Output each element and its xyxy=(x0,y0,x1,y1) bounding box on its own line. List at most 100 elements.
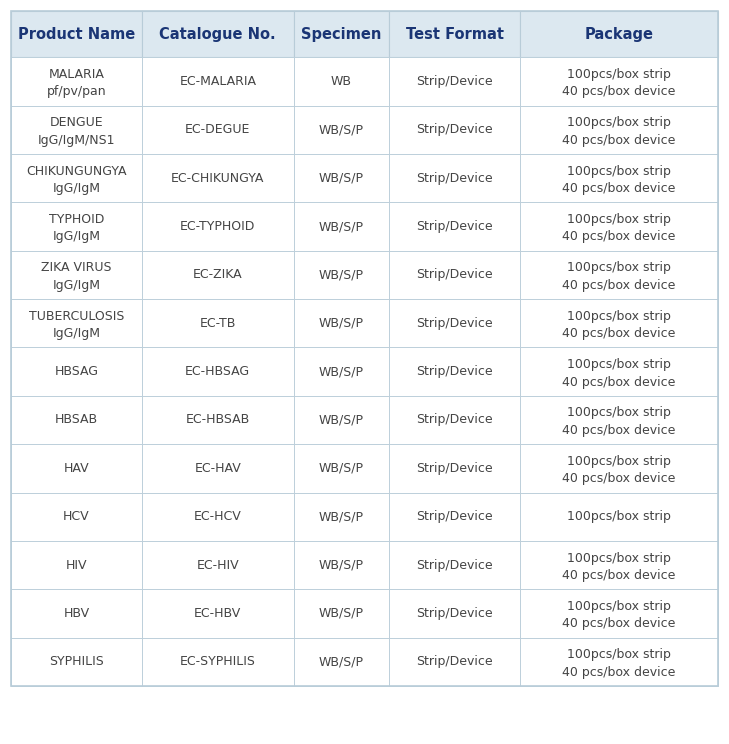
Bar xyxy=(11,396,141,444)
Bar xyxy=(294,589,389,638)
Bar xyxy=(520,347,718,396)
Text: IgG/IgM: IgG/IgM xyxy=(52,182,101,195)
Text: EC-HCV: EC-HCV xyxy=(194,510,241,523)
Bar xyxy=(294,106,389,154)
Text: Product Name: Product Name xyxy=(17,27,135,42)
Bar xyxy=(11,589,141,638)
Text: Strip/Device: Strip/Device xyxy=(416,317,493,330)
Text: WB/S/P: WB/S/P xyxy=(319,414,364,426)
Text: SYPHILIS: SYPHILIS xyxy=(49,655,104,668)
Text: 40 pcs/box device: 40 pcs/box device xyxy=(562,569,676,582)
Text: EC-MALARIA: EC-MALARIA xyxy=(179,75,257,88)
Bar xyxy=(389,396,520,444)
Bar xyxy=(520,638,718,686)
Text: 40 pcs/box device: 40 pcs/box device xyxy=(562,327,676,340)
Bar xyxy=(520,444,718,493)
Text: 100pcs/box strip: 100pcs/box strip xyxy=(567,68,671,81)
Text: WB/S/P: WB/S/P xyxy=(319,559,364,571)
Bar xyxy=(141,638,294,686)
Bar xyxy=(294,251,389,299)
Bar xyxy=(389,11,520,57)
Bar xyxy=(520,589,718,638)
Text: HCV: HCV xyxy=(63,510,90,523)
Bar xyxy=(11,106,141,154)
Bar xyxy=(389,541,520,589)
Bar xyxy=(389,202,520,251)
Bar xyxy=(11,154,141,202)
Bar xyxy=(141,589,294,638)
Bar xyxy=(11,493,141,541)
Text: Strip/Device: Strip/Device xyxy=(416,172,493,185)
Bar xyxy=(141,11,294,57)
Text: 100pcs/box strip: 100pcs/box strip xyxy=(567,510,671,523)
Text: 100pcs/box strip: 100pcs/box strip xyxy=(567,648,671,661)
Bar xyxy=(520,493,718,541)
Text: Strip/Device: Strip/Device xyxy=(416,365,493,378)
Text: Strip/Device: Strip/Device xyxy=(416,559,493,571)
Text: WB/S/P: WB/S/P xyxy=(319,365,364,378)
Bar xyxy=(294,396,389,444)
Bar xyxy=(11,347,141,396)
Text: Strip/Device: Strip/Device xyxy=(416,220,493,233)
Text: Strip/Device: Strip/Device xyxy=(416,269,493,281)
Text: WB/S/P: WB/S/P xyxy=(319,220,364,233)
Text: EC-CHIKUNGYA: EC-CHIKUNGYA xyxy=(171,172,265,185)
Text: Strip/Device: Strip/Device xyxy=(416,462,493,475)
Text: WB: WB xyxy=(331,75,352,88)
Text: HBSAG: HBSAG xyxy=(55,365,98,378)
Bar xyxy=(11,251,141,299)
Text: DENGUE: DENGUE xyxy=(50,116,104,129)
Text: 40 pcs/box device: 40 pcs/box device xyxy=(562,666,676,679)
Bar xyxy=(11,11,141,57)
Text: WB/S/P: WB/S/P xyxy=(319,172,364,185)
Text: Strip/Device: Strip/Device xyxy=(416,414,493,426)
Text: 40 pcs/box device: 40 pcs/box device xyxy=(562,376,676,388)
Bar xyxy=(141,202,294,251)
Bar xyxy=(520,541,718,589)
Bar xyxy=(389,638,520,686)
Bar xyxy=(141,541,294,589)
Bar xyxy=(520,154,718,202)
Text: IgG/IgM: IgG/IgM xyxy=(52,327,101,340)
Text: EC-ZIKA: EC-ZIKA xyxy=(193,269,243,281)
Text: ZIKA VIRUS: ZIKA VIRUS xyxy=(41,261,112,275)
Text: HIV: HIV xyxy=(66,559,87,571)
Bar xyxy=(141,444,294,493)
Text: 40 pcs/box device: 40 pcs/box device xyxy=(562,279,676,292)
Text: 40 pcs/box device: 40 pcs/box device xyxy=(562,472,676,485)
Text: 100pcs/box strip: 100pcs/box strip xyxy=(567,358,671,371)
Text: 100pcs/box strip: 100pcs/box strip xyxy=(567,310,671,323)
Bar xyxy=(141,57,294,106)
Bar xyxy=(294,638,389,686)
Bar xyxy=(141,154,294,202)
Bar xyxy=(294,444,389,493)
Bar xyxy=(520,57,718,106)
Text: pf/pv/pan: pf/pv/pan xyxy=(47,86,106,98)
Text: 40 pcs/box device: 40 pcs/box device xyxy=(562,86,676,98)
Bar xyxy=(141,106,294,154)
Text: WB/S/P: WB/S/P xyxy=(319,510,364,523)
Text: MALARIA: MALARIA xyxy=(48,68,104,81)
Text: WB/S/P: WB/S/P xyxy=(319,607,364,620)
Text: 100pcs/box strip: 100pcs/box strip xyxy=(567,213,671,226)
Text: HBV: HBV xyxy=(63,607,90,620)
Text: Package: Package xyxy=(585,27,654,42)
Text: EC-TYPHOID: EC-TYPHOID xyxy=(180,220,255,233)
Bar xyxy=(11,202,141,251)
Bar xyxy=(141,251,294,299)
Text: EC-DEGUE: EC-DEGUE xyxy=(185,124,251,136)
Text: Test Format: Test Format xyxy=(405,27,504,42)
Bar xyxy=(520,396,718,444)
Text: TYPHOID: TYPHOID xyxy=(49,213,104,226)
Text: EC-TB: EC-TB xyxy=(200,317,236,330)
Text: 40 pcs/box device: 40 pcs/box device xyxy=(562,231,676,243)
Bar xyxy=(389,106,520,154)
Bar xyxy=(141,396,294,444)
Bar xyxy=(389,347,520,396)
Text: WB/S/P: WB/S/P xyxy=(319,124,364,136)
Text: EC-HBSAB: EC-HBSAB xyxy=(186,414,250,426)
Text: 40 pcs/box device: 40 pcs/box device xyxy=(562,134,676,147)
Bar xyxy=(294,347,389,396)
Bar xyxy=(520,202,718,251)
Bar xyxy=(294,493,389,541)
